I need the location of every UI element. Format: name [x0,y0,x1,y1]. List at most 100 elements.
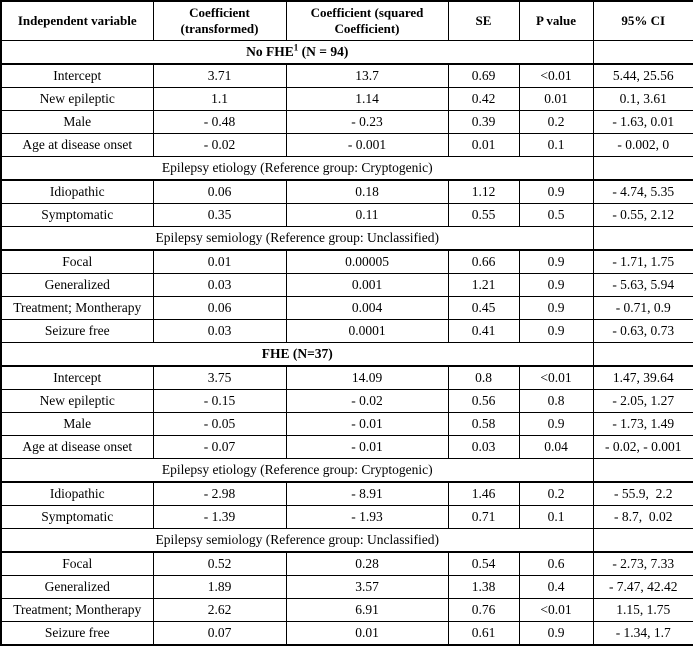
cell-p-value: 0.9 [518,296,594,320]
cell-variable: Focal [0,551,154,576]
cell-coef-squared: 0.00005 [285,249,449,274]
cell-ci: - 2.05, 1.27 [592,389,693,413]
header-cell-coefficient-transformed: Coefficient (transformed) [152,0,287,41]
subsection-label: Epilepsy etiology (Reference group: Cryp… [0,156,594,181]
cell-p-value: 0.1 [518,133,594,157]
cell-se: 0.41 [447,319,520,343]
header-cell-p-value: P value [518,0,594,41]
cell-coef-transformed: 1.1 [152,87,287,111]
cell-coef-transformed: 2.62 [152,598,287,622]
cell-p-value: 0.9 [518,179,594,204]
cell-se: 0.71 [447,505,520,529]
cell-ci: - 55.9, 2.2 [592,481,693,506]
table-row: Generalized 0.03 0.001 1.21 0.9 - 5.63, … [0,273,693,297]
cell-se: 0.69 [447,63,520,88]
section-label-text: FHE (N=37) [261,346,333,361]
cell-p-value: 0.5 [518,203,594,227]
cell-se: 0.54 [447,551,520,576]
cell-se: 0.8 [447,365,520,390]
cell-se: 0.61 [447,621,520,646]
cell-se: 0.01 [447,133,520,157]
table-row: Focal 0.01 0.00005 0.66 0.9 - 1.71, 1.75 [0,249,693,274]
cell-variable: New epileptic [0,87,154,111]
cell-variable: Treatment; Montherapy [0,598,154,622]
cell-ci: - 0.63, 0.73 [592,319,693,343]
cell-se: 0.42 [447,87,520,111]
cell-variable: Age at disease onset [0,435,154,459]
cell-ci: - 5.63, 5.94 [592,273,693,297]
cell-coef-squared: 0.28 [285,551,449,576]
cell-variable: Intercept [0,63,154,88]
cell-coef-squared: - 0.01 [285,435,449,459]
cell-ci: - 1.73, 1.49 [592,412,693,436]
cell-p-value: 0.01 [518,87,594,111]
cell-ci: - 0.02, - 0.001 [592,435,693,459]
cell-coef-squared: 0.18 [285,179,449,204]
regression-results-table: Independent variable Coefficient (transf… [0,0,693,646]
cell-ci: - 0.71, 0.9 [592,296,693,320]
cell-coef-transformed: 0.35 [152,203,287,227]
table-row: Focal 0.52 0.28 0.54 0.6 - 2.73, 7.33 [0,551,693,576]
cell-coef-squared: 0.001 [285,273,449,297]
cell-p-value: 0.9 [518,273,594,297]
table-row: Idiopathic - 2.98 - 8.91 1.46 0.2 - 55.9… [0,481,693,506]
cell-variable: Generalized [0,575,154,599]
empty-cell [592,528,693,553]
cell-p-value: 0.4 [518,575,594,599]
cell-coef-squared: 13.7 [285,63,449,88]
cell-ci: 1.47, 39.64 [592,365,693,390]
cell-coef-transformed: 3.75 [152,365,287,390]
cell-se: 0.55 [447,203,520,227]
cell-coef-squared: 6.91 [285,598,449,622]
cell-variable: Idiopathic [0,481,154,506]
section-row-no-fhe: No FHE1 (N = 94) [0,40,693,65]
subsection-label: Epilepsy semiology (Reference group: Unc… [0,226,594,251]
table-row: Treatment; Montherapy 0.06 0.004 0.45 0.… [0,296,693,320]
cell-ci: - 4.74, 5.35 [592,179,693,204]
cell-variable: New epileptic [0,389,154,413]
cell-coef-transformed: 0.03 [152,273,287,297]
cell-variable: Age at disease onset [0,133,154,157]
cell-ci: - 1.34, 1.7 [592,621,693,646]
cell-coef-transformed: 0.01 [152,249,287,274]
header-cell-coefficient-squared: Coefficient (squared Coefficient) [285,0,449,41]
cell-ci: 1.15, 1.75 [592,598,693,622]
cell-variable: Symptomatic [0,203,154,227]
cell-p-value: 0.2 [518,110,594,134]
cell-coef-transformed: 0.07 [152,621,287,646]
table-row: Symptomatic - 1.39 - 1.93 0.71 0.1 - 8.7… [0,505,693,529]
cell-p-value: 0.04 [518,435,594,459]
empty-cell [592,40,693,65]
cell-coef-transformed: - 0.15 [152,389,287,413]
empty-cell [592,458,693,483]
cell-coef-squared: 1.14 [285,87,449,111]
table-row: Seizure free 0.07 0.01 0.61 0.9 - 1.34, … [0,621,693,646]
table-row: Age at disease onset - 0.07 - 0.01 0.03 … [0,435,693,459]
cell-se: 1.38 [447,575,520,599]
empty-cell [592,226,693,251]
cell-p-value: <0.01 [518,598,594,622]
subsection-row-etiology: Epilepsy etiology (Reference group: Cryp… [0,156,693,181]
cell-coef-squared: 0.01 [285,621,449,646]
section-label: No FHE1 (N = 94) [0,40,594,65]
cell-se: 0.66 [447,249,520,274]
cell-se: 0.03 [447,435,520,459]
cell-coef-transformed: 0.06 [152,179,287,204]
table-row: Male - 0.48 - 0.23 0.39 0.2 - 1.63, 0.01 [0,110,693,134]
cell-coef-squared: - 0.02 [285,389,449,413]
table-row: Male - 0.05 - 0.01 0.58 0.9 - 1.73, 1.49 [0,412,693,436]
subsection-row-etiology: Epilepsy etiology (Reference group: Cryp… [0,458,693,483]
cell-variable: Intercept [0,365,154,390]
cell-coef-squared: - 0.001 [285,133,449,157]
cell-p-value: 0.9 [518,249,594,274]
cell-p-value: <0.01 [518,63,594,88]
section-row-fhe: FHE (N=37) [0,342,693,367]
table-row: Intercept 3.71 13.7 0.69 <0.01 5.44, 25.… [0,63,693,88]
table-row: Age at disease onset - 0.02 - 0.001 0.01… [0,133,693,157]
cell-coef-transformed: - 0.05 [152,412,287,436]
table-row: Intercept 3.75 14.09 0.8 <0.01 1.47, 39.… [0,365,693,390]
cell-variable: Male [0,110,154,134]
cell-variable: Focal [0,249,154,274]
cell-p-value: <0.01 [518,365,594,390]
cell-coef-squared: - 0.01 [285,412,449,436]
